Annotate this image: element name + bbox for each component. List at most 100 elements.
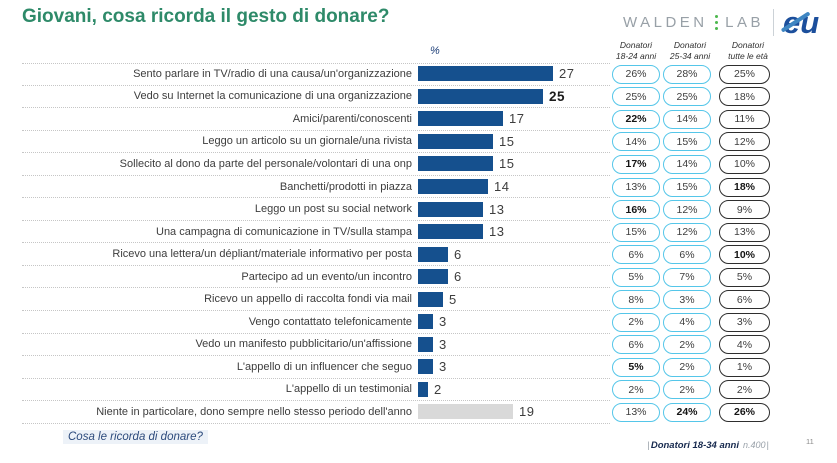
category-label: Partecipo ad un evento/un incontro xyxy=(241,270,412,283)
bar-value: 15 xyxy=(499,156,515,172)
pill-group: 5% 2% 1% xyxy=(610,357,770,377)
pill-donatori-tutte-le-eta: 13% xyxy=(719,222,770,242)
pill-donatori-18-24: 14% xyxy=(612,132,660,152)
page-title: Giovani, cosa ricorda il gesto di donare… xyxy=(22,6,390,27)
pill-donatori-25-34: 15% xyxy=(663,132,711,152)
walden-lab-dots-icon xyxy=(714,14,719,31)
bar xyxy=(418,156,493,172)
pill-donatori-25-34: 25% xyxy=(663,87,711,107)
pill-donatori-18-24: 2% xyxy=(612,380,660,400)
category-label: Niente in particolare, dono sempre nello… xyxy=(96,405,412,418)
eu-logo: eu xyxy=(780,7,837,38)
pill-donatori-tutte-le-eta: 5% xyxy=(719,267,770,287)
pill-donatori-25-34: 3% xyxy=(663,290,711,310)
pill-donatori-18-24: 6% xyxy=(612,245,660,265)
category-label: Leggo un post su social network xyxy=(254,203,412,216)
pill-donatori-tutte-le-eta: 2% xyxy=(719,380,770,400)
pill-group: 22% 14% 11% xyxy=(610,109,770,129)
pill-group: 15% 12% 13% xyxy=(610,222,770,242)
pill-group: 25% 25% 18% xyxy=(610,87,770,107)
pill-donatori-18-24: 5% xyxy=(612,357,660,377)
pill-donatori-25-34: 12% xyxy=(663,222,711,242)
column-header-donatori-18-24: Donatori 18-24 anni xyxy=(615,40,657,62)
pill-group: 13% 24% 26% xyxy=(610,402,770,422)
pill-donatori-18-24: 22% xyxy=(612,109,660,129)
walden-lab-logo: WALDEN LAB xyxy=(623,14,764,31)
pill-donatori-18-24: 2% xyxy=(612,312,660,332)
bar-value: 25 xyxy=(549,88,566,104)
bar-value: 6 xyxy=(454,246,462,262)
pill-donatori-25-34: 2% xyxy=(663,380,711,400)
pill-donatori-25-34: 2% xyxy=(663,357,711,377)
category-label: Sento parlare in TV/radio di una causa/u… xyxy=(133,67,412,80)
bar xyxy=(418,88,543,104)
pill-donatori-18-24: 15% xyxy=(612,222,660,242)
pill-donatori-tutte-le-eta: 3% xyxy=(719,312,770,332)
pill-group: 13% 15% 18% xyxy=(610,177,770,197)
bar xyxy=(418,291,443,307)
chart-row: Leggo un articolo su un giornale/una riv… xyxy=(22,131,792,154)
pill-donatori-25-34: 28% xyxy=(663,64,711,84)
bar xyxy=(418,111,503,127)
pill-donatori-18-24: 17% xyxy=(612,154,660,174)
column-header-donatori-tutte-le-eta: Donatori tutte le età xyxy=(728,40,768,62)
pill-donatori-tutte-le-eta: 4% xyxy=(719,335,770,355)
bar xyxy=(418,133,493,149)
pill-group: 2% 2% 2% xyxy=(610,380,770,400)
category-label: Sollecito al dono da parte del personale… xyxy=(119,157,412,170)
category-label: Amici/parenti/conoscenti xyxy=(292,112,412,125)
bar xyxy=(418,246,448,262)
sample-note-population: Donatori 18-34 anni xyxy=(650,440,739,451)
chart-row: L'appello di un testimonial 2 2% 2% 2% xyxy=(22,379,792,402)
bar xyxy=(418,381,428,397)
pill-donatori-18-24: 13% xyxy=(612,177,660,197)
logo-divider xyxy=(772,9,774,36)
bar-value: 19 xyxy=(519,404,535,420)
page-number: 11 xyxy=(806,437,814,446)
category-label: L'appello di un influencer che seguo xyxy=(236,360,412,373)
category-label: Ricevo una lettera/un dépliant/materiale… xyxy=(112,248,412,261)
bar xyxy=(418,314,433,330)
pill-donatori-18-24: 26% xyxy=(612,64,660,84)
chart-row: Leggo un post su social network 13 16% 12% 9… xyxy=(22,198,792,221)
category-label: Vengo contattato telefonicamente xyxy=(248,315,412,328)
chart-row: Sollecito al dono da parte del personale… xyxy=(22,153,792,176)
bar-value: 3 xyxy=(439,359,447,375)
pill-group: 26% 28% 25% xyxy=(610,64,770,84)
column-header-donatori-25-34: Donatori 25-34 anni xyxy=(669,40,711,62)
pill-donatori-tutte-le-eta: 18% xyxy=(719,87,770,107)
pill-donatori-tutte-le-eta: 18% xyxy=(719,177,770,197)
pill-group: 5% 7% 5% xyxy=(610,267,770,287)
pill-donatori-18-24: 5% xyxy=(612,267,660,287)
category-label: Leggo un articolo su un giornale/una riv… xyxy=(202,135,412,148)
category-label: Vedo su Internet la comunicazione di una… xyxy=(133,90,412,103)
pill-donatori-tutte-le-eta: 10% xyxy=(719,245,770,265)
bar-value: 3 xyxy=(439,314,447,330)
pill-group: 16% 12% 9% xyxy=(610,200,770,220)
pill-donatori-tutte-le-eta: 10% xyxy=(719,154,770,174)
pill-donatori-25-34: 14% xyxy=(663,154,711,174)
pill-donatori-25-34: 24% xyxy=(663,402,711,422)
pill-donatori-18-24: 6% xyxy=(612,335,660,355)
chart-row: Una campagna di comunicazione in TV/sull… xyxy=(22,221,792,244)
pill-donatori-tutte-le-eta: 25% xyxy=(719,64,770,84)
bar-value: 6 xyxy=(454,269,462,285)
category-label: Vedo un manifesto pubblicitario/un'affis… xyxy=(195,338,412,351)
bar xyxy=(418,269,448,285)
pill-donatori-25-34: 6% xyxy=(663,245,711,265)
survey-question: Cosa le ricorda di donare? xyxy=(63,430,208,444)
pill-donatori-25-34: 2% xyxy=(663,335,711,355)
pill-donatori-18-24: 8% xyxy=(612,290,660,310)
bar-value: 5 xyxy=(449,291,457,307)
pill-donatori-25-34: 7% xyxy=(663,267,711,287)
bar-value: 2 xyxy=(434,381,442,397)
bar xyxy=(418,404,513,420)
chart-row: Sento parlare in TV/radio di una causa/u… xyxy=(22,63,792,86)
bar-chart: Sento parlare in TV/radio di una causa/u… xyxy=(22,63,792,424)
pill-donatori-tutte-le-eta: 11% xyxy=(719,109,770,129)
pill-donatori-25-34: 15% xyxy=(663,177,711,197)
chart-row: Vedo su Internet la comunicazione di una… xyxy=(22,86,792,109)
pill-donatori-18-24: 16% xyxy=(612,200,660,220)
walden-logo-text: WALDEN xyxy=(623,14,708,31)
pill-donatori-tutte-le-eta: 12% xyxy=(719,132,770,152)
